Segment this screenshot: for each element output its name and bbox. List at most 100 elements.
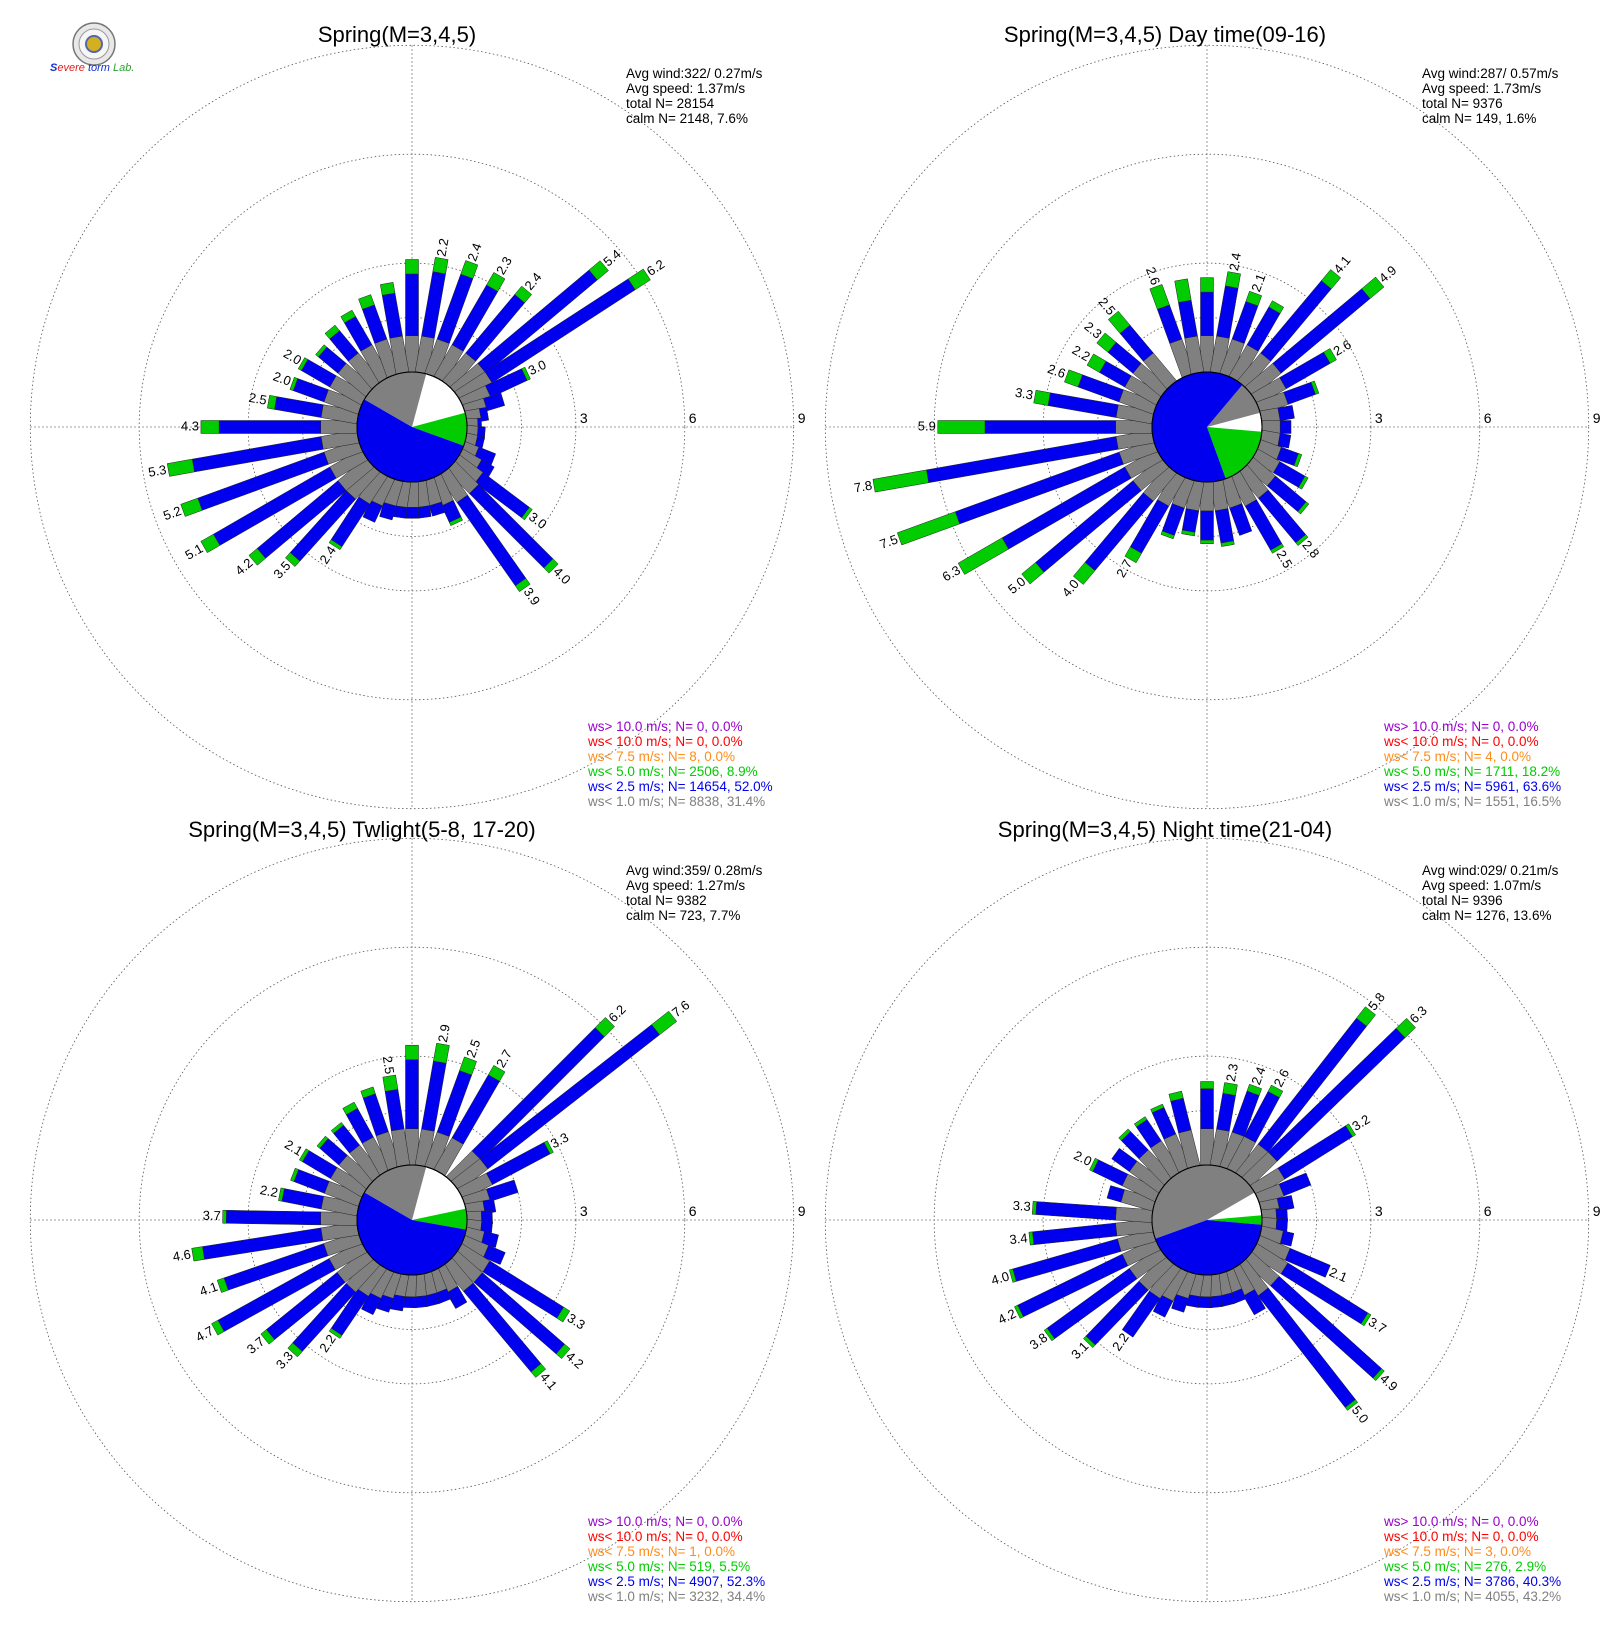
bar-value-label: 3.7 bbox=[203, 1208, 221, 1223]
bar-segment-lt25 bbox=[483, 1245, 506, 1265]
bar-segment-lt5 bbox=[358, 294, 375, 310]
bar-segment-lt5 bbox=[260, 1329, 275, 1345]
bar-segment-lt5 bbox=[460, 260, 479, 279]
legend-entry: ws< 5.0 m/s; N= 276, 2.9% bbox=[1383, 1559, 1546, 1574]
legend-entry: ws< 10.0 m/s; N= 0, 0.0% bbox=[587, 734, 743, 749]
bar-segment-lt25 bbox=[446, 1286, 468, 1309]
bar-segment-lt5 bbox=[382, 1074, 399, 1092]
bar-segment-lt5 bbox=[191, 1246, 205, 1262]
ring-tick-label: 6 bbox=[689, 410, 697, 426]
bar-segment-lt25 bbox=[405, 273, 419, 336]
bar-value-label: 2.5 bbox=[380, 1055, 398, 1075]
bar-segment-lt5 bbox=[1200, 1081, 1214, 1090]
bar-segment-lt25 bbox=[381, 292, 403, 339]
bar-segment-lt5 bbox=[1200, 539, 1214, 544]
bar-segment-lt5 bbox=[1267, 1084, 1284, 1098]
bar-segment-lt5 bbox=[1181, 529, 1196, 537]
bar-segment-lt25 bbox=[1178, 299, 1198, 339]
stat-avg-wind: Avg wind:359/ 0.28m/s bbox=[626, 863, 763, 878]
bar-segment-lt25 bbox=[1279, 420, 1292, 434]
bar-segment-lt25 bbox=[1243, 1289, 1266, 1316]
stat-total: total N= 28154 bbox=[626, 96, 715, 111]
stat-total: total N= 9382 bbox=[626, 893, 707, 908]
bar-segment-lt25 bbox=[479, 407, 489, 422]
bar-value-label: 2.2 bbox=[434, 237, 452, 257]
center-pie-slice bbox=[1152, 1165, 1255, 1239]
ring-circle bbox=[824, 837, 1590, 1603]
center-pie-slice bbox=[364, 1165, 427, 1220]
bar-segment-lt5 bbox=[1395, 1017, 1416, 1039]
bar-segment-lt5 bbox=[166, 458, 195, 477]
bar-segment-lt25 bbox=[281, 1188, 324, 1210]
bar-segment-lt5 bbox=[289, 376, 299, 392]
center-pie-slice bbox=[412, 1208, 468, 1230]
bar-segment-lt25 bbox=[1171, 1294, 1189, 1313]
bar-segment-lt25 bbox=[274, 396, 324, 418]
bar-segment-lt25 bbox=[1277, 405, 1295, 421]
bar-value-label: 2.5 bbox=[248, 390, 268, 408]
ring-tick-label: 6 bbox=[1484, 410, 1492, 426]
ring-tick-label: 9 bbox=[1593, 410, 1601, 426]
stat-avg-speed: Avg speed: 1.07m/s bbox=[1422, 878, 1541, 893]
bar-segment-lt5 bbox=[521, 506, 533, 521]
bar-value-label: 5.3 bbox=[147, 462, 167, 480]
bar-segment-lt5 bbox=[1297, 501, 1310, 515]
bar-segment-lt25 bbox=[384, 1089, 405, 1132]
bar-value-label: 2.0 bbox=[271, 368, 293, 388]
bar-segment-lt5 bbox=[459, 1056, 477, 1076]
bar-segment-lt25 bbox=[225, 1210, 322, 1226]
bar-value-label: 4.1 bbox=[198, 1279, 220, 1299]
bar-segment-lt25 bbox=[428, 501, 446, 517]
ring-tick-label: 9 bbox=[798, 1203, 806, 1219]
stat-total: total N= 9396 bbox=[1422, 893, 1503, 908]
bar-value-label: 4.3 bbox=[181, 418, 199, 433]
bar-segment-lt25 bbox=[1216, 285, 1239, 339]
legend-entry: ws< 7.5 m/s; N= 4, 0.0% bbox=[1383, 749, 1531, 764]
stat-avg-wind: Avg wind:287/ 0.57m/s bbox=[1422, 66, 1559, 81]
bar-segment-lt5 bbox=[200, 533, 221, 554]
bar-segment-lt5 bbox=[1072, 561, 1096, 585]
ring-circle bbox=[1097, 317, 1317, 537]
bar-value-label: 4.0 bbox=[989, 1268, 1011, 1287]
bar-segment-lt5 bbox=[340, 309, 356, 324]
bar-segment-lt5 bbox=[432, 257, 449, 275]
bar-segment-lt5 bbox=[1323, 348, 1337, 364]
bar-segment-lt25 bbox=[984, 420, 1116, 434]
center-pie-slice bbox=[1207, 384, 1261, 427]
bar-segment-lt5 bbox=[200, 420, 220, 434]
bar-segment-lt5 bbox=[1124, 546, 1142, 564]
bar-segment-lt25 bbox=[1200, 1088, 1214, 1129]
bar-segment-lt5 bbox=[543, 558, 559, 574]
bar-segment-lt5 bbox=[487, 1065, 506, 1082]
bar-segment-lt5 bbox=[328, 539, 343, 551]
bar-segment-lt5 bbox=[556, 1306, 571, 1323]
bar-segment-lt5 bbox=[278, 1187, 285, 1202]
bar-segment-lt5 bbox=[405, 1044, 419, 1060]
bar-segment-lt25 bbox=[1156, 304, 1183, 344]
bar-segment-lt5 bbox=[328, 1327, 343, 1339]
legend-entry: ws< 5.0 m/s; N= 1711, 18.2% bbox=[1383, 764, 1560, 779]
ring-tick-label: 6 bbox=[1484, 1203, 1492, 1219]
bar-value-label: 2.6 bbox=[1143, 265, 1163, 287]
bar-segment-lt5 bbox=[1089, 1157, 1099, 1172]
legend-entry: ws< 1.0 m/s; N= 3232, 34.4% bbox=[587, 1589, 765, 1604]
stat-calm: calm N= 1276, 13.6% bbox=[1422, 908, 1551, 923]
bar-segment-lt5 bbox=[1107, 310, 1131, 334]
ring-circle bbox=[824, 44, 1590, 810]
stat-total: total N= 9376 bbox=[1422, 96, 1503, 111]
bar-segment-lt5 bbox=[1222, 1082, 1238, 1096]
ring-circle bbox=[302, 317, 522, 537]
bar-segment-lt5 bbox=[433, 1042, 450, 1064]
bar-segment-lt25 bbox=[486, 1179, 519, 1202]
wind-rose-panel-1: Spring(M=3,4,5)3 6 92.2 2.42.32.45.4 6.23.03… bbox=[29, 22, 806, 810]
bar-value-label: 7.5 bbox=[878, 532, 900, 552]
bar-segment-lt25 bbox=[362, 500, 383, 523]
stat-calm: calm N= 149, 1.6% bbox=[1422, 111, 1536, 126]
bar-segment-lt5 bbox=[222, 1209, 227, 1224]
bar-segment-lt5 bbox=[1268, 300, 1285, 314]
bar-segment-lt25 bbox=[1276, 1195, 1295, 1212]
bar-segment-lt5 bbox=[1298, 475, 1309, 490]
ring-tick-label: 9 bbox=[1593, 1203, 1601, 1219]
bar-segment-lt5 bbox=[1356, 1006, 1376, 1027]
bar-segment-lt5 bbox=[1225, 271, 1241, 289]
